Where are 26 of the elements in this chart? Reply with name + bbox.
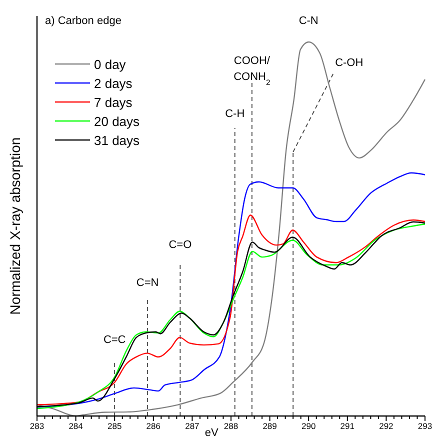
- ref-line-label: C=O: [168, 239, 192, 251]
- x-tick-label: 292: [379, 421, 394, 431]
- ref-line-label: C=C: [103, 334, 126, 346]
- x-tick-label: 291: [340, 421, 355, 431]
- ref-line-label: COOH/CONH$_{2}$: [234, 55, 271, 86]
- x-tick-label: 287: [185, 421, 200, 431]
- x-tick-label: 285: [108, 421, 122, 431]
- ref-line-label: C=N: [136, 277, 159, 289]
- y-axis-title: Normalized X-ray absorption: [7, 137, 23, 315]
- legend-label: 31 days: [94, 133, 140, 148]
- x-tick-label: 288: [224, 421, 238, 431]
- x-tick-label: 283: [30, 421, 44, 431]
- legend-label: 0 day: [94, 57, 126, 72]
- legend-label: 7 days: [94, 95, 133, 110]
- x-axis-title: eV: [204, 427, 219, 437]
- x-tick-label: 286: [146, 421, 161, 431]
- x-tick-label: 290: [302, 421, 316, 431]
- ref-line-label: C-OH: [335, 57, 364, 69]
- x-tick-label: 293: [418, 421, 432, 431]
- legend-label: 2 days: [94, 76, 133, 91]
- ref-line-label: C-H: [225, 108, 245, 120]
- legend-label: 20 days: [94, 114, 140, 129]
- chart-title: a) Carbon edge: [45, 15, 122, 27]
- x-tick-label: 289: [262, 421, 278, 431]
- x-tick-label: 284: [68, 421, 84, 431]
- annotation: C-N: [298, 15, 318, 27]
